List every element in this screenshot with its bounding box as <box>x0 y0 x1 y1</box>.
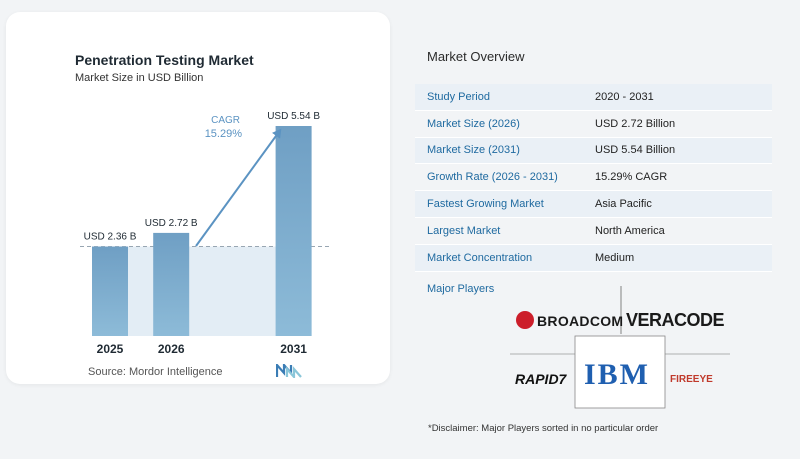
row-label: Fastest Growing Market <box>427 198 544 211</box>
ibm-logo: IBM <box>584 358 650 391</box>
broadcom-logo-icon <box>516 311 534 329</box>
bar-2026 <box>153 232 190 336</box>
row-label: Growth Rate (2026 - 2031) <box>427 171 558 184</box>
bar-2025 <box>92 246 128 336</box>
cagr-value: 15.29% <box>205 128 243 140</box>
cagr-arrow <box>195 128 282 247</box>
overview-title: Market Overview <box>427 49 525 64</box>
row-value: 15.29% CAGR <box>595 171 668 184</box>
row-value: 2020 - 2031 <box>595 90 654 103</box>
broadcom-logo: BROADCOM <box>537 313 624 329</box>
overview-row: Market Concentration Medium <box>415 244 772 272</box>
row-label: Largest Market <box>427 224 501 237</box>
row-label: Study Period <box>427 90 490 103</box>
overview-row: Fastest Growing Market Asia Pacific <box>415 191 772 218</box>
overview-row: Market Size (2031) USD 5.54 Billion <box>415 137 772 165</box>
row-label: Market Size (2026) <box>427 117 520 130</box>
overview-table: Study Period 2020 - 2031 Market Size (202… <box>415 84 772 272</box>
chart-subtitle: Market Size in USD Billion <box>75 72 204 84</box>
chart-title: Penetration Testing Market <box>75 52 254 68</box>
overview-row: Study Period 2020 - 2031 <box>415 84 772 111</box>
bar-value-label: USD 2.72 B <box>145 218 198 229</box>
fireeye-logo: FIREEYE <box>670 374 713 385</box>
row-value: Medium <box>595 251 635 264</box>
source-text: Source: Mordor Intelligence <box>88 366 223 378</box>
bar-chart: USD 2.36 B USD 2.72 B USD 5.54 B 2025 2026 2… <box>80 111 330 356</box>
bar-value-label: USD 2.36 B <box>84 232 137 243</box>
bar-2031 <box>275 126 312 336</box>
overview-row: Growth Rate (2026 - 2031) 15.29% CAGR <box>415 164 772 192</box>
row-value: USD 5.54 Billion <box>595 144 676 157</box>
bar-value-label: USD 5.54 B <box>267 111 320 122</box>
rapid7-logo: RAPID7 <box>515 371 567 387</box>
major-players-title: Major Players <box>427 283 495 295</box>
mordor-logo-icon <box>276 364 302 378</box>
cagr-label: CAGR <box>211 115 240 126</box>
disclaimer: *Disclaimer: Major Players sorted in no … <box>428 423 659 434</box>
row-value: USD 2.72 Billion <box>595 117 676 130</box>
row-label: Market Size (2031) <box>427 144 520 157</box>
veracode-logo: VERACODE <box>626 310 725 330</box>
overview-row: Largest Market North America <box>415 217 772 245</box>
row-label: Market Concentration <box>427 251 533 264</box>
row-value: North America <box>595 224 665 237</box>
players-grid <box>510 286 730 409</box>
row-value: Asia Pacific <box>595 198 652 211</box>
overview-row: Market Size (2026) USD 2.72 Billion <box>415 110 772 138</box>
x-tick-label: 2031 <box>280 342 307 356</box>
baseline-band <box>92 246 312 336</box>
x-tick-label: 2025 <box>97 342 124 356</box>
x-tick-label: 2026 <box>158 342 185 356</box>
